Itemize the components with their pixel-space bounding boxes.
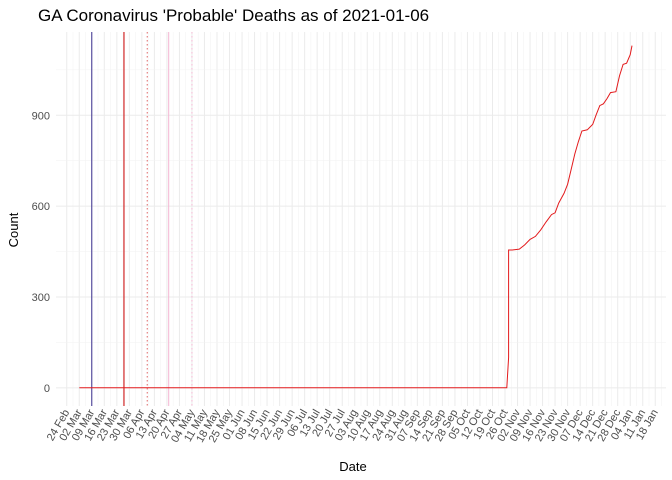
- x-axis-title: Date: [339, 459, 366, 474]
- y-tick-label: 600: [32, 201, 50, 213]
- grid: [56, 32, 666, 406]
- series-line: [79, 45, 633, 389]
- chart-title: GA Coronavirus 'Probable' Deaths as of 2…: [38, 6, 430, 25]
- y-axis-ticks: 0 300 600 900: [32, 110, 50, 395]
- y-tick-label: 0: [44, 383, 50, 395]
- reference-lines: [91, 32, 193, 406]
- series-layer: [79, 45, 633, 389]
- y-tick-label: 300: [32, 292, 50, 304]
- y-axis-title: Count: [6, 212, 21, 247]
- y-tick-label: 900: [32, 110, 50, 122]
